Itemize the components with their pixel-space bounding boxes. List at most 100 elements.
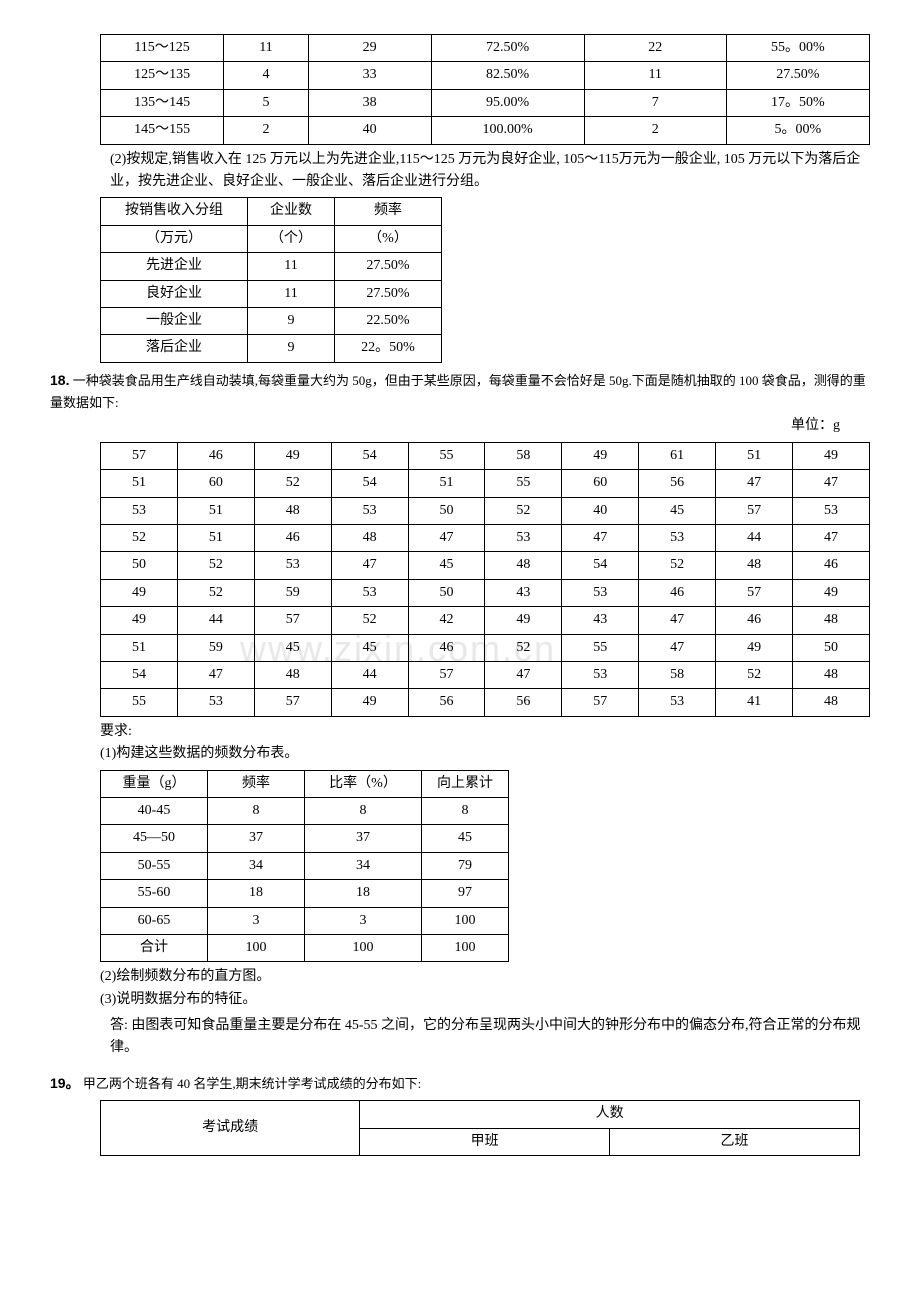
data-cell: 55 <box>101 689 178 716</box>
cell: 125～135 <box>101 62 224 89</box>
cell: 3 <box>208 907 305 934</box>
data-cell: 52 <box>254 470 331 497</box>
data-cell: 50 <box>408 497 485 524</box>
cell: 5 <box>224 89 309 116</box>
header-cell: 频率 <box>335 198 442 225</box>
cell: 145～155 <box>101 117 224 144</box>
data-cell: 53 <box>331 497 408 524</box>
cell: 45 <box>422 825 509 852</box>
data-cell: 60 <box>562 470 639 497</box>
cell: 34 <box>208 852 305 879</box>
data-cell: 48 <box>331 525 408 552</box>
data-cell: 49 <box>793 442 870 469</box>
header-cell: 频率 <box>208 770 305 797</box>
data-cell: 57 <box>254 607 331 634</box>
table4-container: 重量（g）频率比率（%）向上累计40-4588845—5037374550-55… <box>100 770 870 963</box>
data-cell: 53 <box>254 552 331 579</box>
data-cell: 42 <box>408 607 485 634</box>
data-cell: 48 <box>485 552 562 579</box>
data-cell: 46 <box>793 552 870 579</box>
data-cell: 43 <box>562 607 639 634</box>
header-cell: 向上累计 <box>422 770 509 797</box>
cell: 18 <box>208 880 305 907</box>
cell: 8 <box>305 797 422 824</box>
data-cell: 58 <box>485 442 562 469</box>
data-cell: 48 <box>793 661 870 688</box>
data-cell: 51 <box>177 525 254 552</box>
data-cell: 53 <box>485 525 562 552</box>
data-cell: 46 <box>408 634 485 661</box>
data-cell: 51 <box>408 470 485 497</box>
cell: 29 <box>308 35 431 62</box>
data-cell: 57 <box>716 497 793 524</box>
data-cell: 52 <box>716 661 793 688</box>
cell: 100 <box>208 934 305 961</box>
data-cell: 47 <box>408 525 485 552</box>
data-cell: 57 <box>716 579 793 606</box>
data-cell: 55 <box>485 470 562 497</box>
data-cell: 55 <box>408 442 485 469</box>
data-cell: 51 <box>716 442 793 469</box>
data-cell: 60 <box>177 470 254 497</box>
cell: 27.50% <box>335 253 442 280</box>
data-cell: 53 <box>793 497 870 524</box>
cell: 落后企业 <box>101 335 248 362</box>
cell: 55。00% <box>726 35 869 62</box>
t5-h2: 人数 <box>360 1101 860 1128</box>
table5-container: 考试成绩 人数 甲班 乙班 <box>100 1100 870 1156</box>
data-cell: 51 <box>101 470 178 497</box>
cell: 45—50 <box>101 825 208 852</box>
data-cell: 53 <box>101 497 178 524</box>
data-cell: 55 <box>562 634 639 661</box>
data-cell: 52 <box>177 579 254 606</box>
cell: 22。50% <box>335 335 442 362</box>
data-cell: 45 <box>639 497 716 524</box>
data-cell: 51 <box>177 497 254 524</box>
cell: 18 <box>305 880 422 907</box>
data-cell: 59 <box>177 634 254 661</box>
q18-number: 18. <box>50 372 69 388</box>
data-cell: 47 <box>793 470 870 497</box>
table3-container: 5746495455584961514951605254515560564747… <box>100 442 870 717</box>
data-cell: 52 <box>639 552 716 579</box>
data-cell: 48 <box>254 661 331 688</box>
cell: 27.50% <box>335 280 442 307</box>
cell: 55-60 <box>101 880 208 907</box>
grouping-rule-text: (2)按规定,销售收入在 125 万元以上为先进企业,115～125 万元为良好… <box>110 149 870 194</box>
data-cell: 50 <box>793 634 870 661</box>
cell: 100 <box>422 934 509 961</box>
data-cell: 53 <box>177 689 254 716</box>
cell: 33 <box>308 62 431 89</box>
data-cell: 48 <box>793 607 870 634</box>
data-cell: 52 <box>101 525 178 552</box>
data-cell: 57 <box>254 689 331 716</box>
cell: 8 <box>422 797 509 824</box>
cell: 40-45 <box>101 797 208 824</box>
data-cell: 54 <box>331 470 408 497</box>
q19-number: 19。 <box>50 1075 80 1091</box>
data-cell: 50 <box>408 579 485 606</box>
header-cell: 重量（g） <box>101 770 208 797</box>
data-cell: 56 <box>408 689 485 716</box>
data-cell: 53 <box>639 689 716 716</box>
data-cell: 56 <box>639 470 716 497</box>
freq-dist-table: 重量（g）频率比率（%）向上累计40-4588845—5037374550-55… <box>100 770 509 963</box>
cell: 100.00% <box>431 117 584 144</box>
answer3: 答: 由图表可知食品重量主要是分布在 45-55 之间，它的分布呈现两头小中间大… <box>110 1015 870 1060</box>
exam-score-table: 考试成绩 人数 甲班 乙班 <box>100 1100 860 1156</box>
data-cell: 54 <box>562 552 639 579</box>
data-cell: 50 <box>101 552 178 579</box>
cell: 100 <box>422 907 509 934</box>
cell: 95.00% <box>431 89 584 116</box>
cell: 50-55 <box>101 852 208 879</box>
data-cell: 49 <box>101 607 178 634</box>
table1-container: 115～125112972.50%2255。00%125～13543382.50… <box>100 34 870 145</box>
cell: 2 <box>224 117 309 144</box>
data-cell: 49 <box>793 579 870 606</box>
enterprise-group-table: 按销售收入分组企业数频率（万元）（个）（%）先进企业1127.50%良好企业11… <box>100 197 442 362</box>
table2-container: 按销售收入分组企业数频率（万元）（个）（%）先进企业1127.50%良好企业11… <box>100 197 870 362</box>
cell: 3 <box>305 907 422 934</box>
cell: 100 <box>305 934 422 961</box>
cell: 11 <box>248 280 335 307</box>
header-cell: （%） <box>335 225 442 252</box>
